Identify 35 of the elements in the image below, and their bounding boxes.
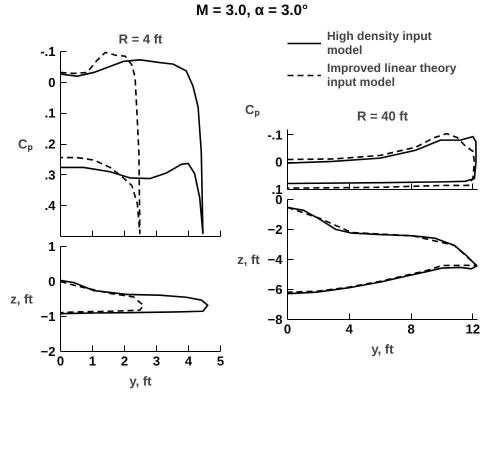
y-axis-title: z, ft [10,292,34,306]
x-tick-label: 5 [216,354,224,368]
legend-label: High density input model [327,29,432,57]
y-tick-label: .3 [44,167,56,182]
x-tick-label: 3 [152,354,160,368]
y-tick-label: .2 [44,136,56,152]
y-tick-label: −2 [268,222,283,237]
x-tick-label: 8 [407,322,415,336]
y-tick-label: −2 [40,344,56,359]
x-tick-label: 2 [120,354,128,368]
text: M = 3.0, α = 3.0° [196,1,308,21]
y-tick-label: −4 [268,252,284,267]
x-axis-title: y, ft [129,374,152,388]
y-tick-label: 0 [48,274,56,289]
y-axis-title: z, ft [237,252,260,267]
y-axis-title: Cₚ [244,102,260,118]
chart-subtitle: R = 4 ft [118,32,164,46]
y-tick-label: 0 [48,74,56,90]
y-tick-label: .1 [44,106,56,121]
y-tick-label: −8 [268,312,283,327]
y-tick-label: 0 [275,154,283,170]
x-tick-label: 1 [88,354,96,368]
chart-subtitle: R = 40 ft [357,108,409,124]
y-axis-title: Cₚ [18,136,32,152]
y-tick-label: −1 [40,309,56,324]
legend-label: Improved linear theory input model [327,61,456,89]
y-tick-label: -.1 [40,44,56,59]
y-tick-label: −6 [268,282,283,297]
x-tick-label: 4 [184,354,193,368]
x-axis-title: y, ft [371,342,394,356]
y-tick-label: .4 [44,198,56,214]
y-tick-label: 1 [48,239,56,254]
y-tick-label: -.1 [267,127,282,142]
x-tick-label: 12 [466,322,480,336]
x-tick-label: 4 [346,322,354,336]
